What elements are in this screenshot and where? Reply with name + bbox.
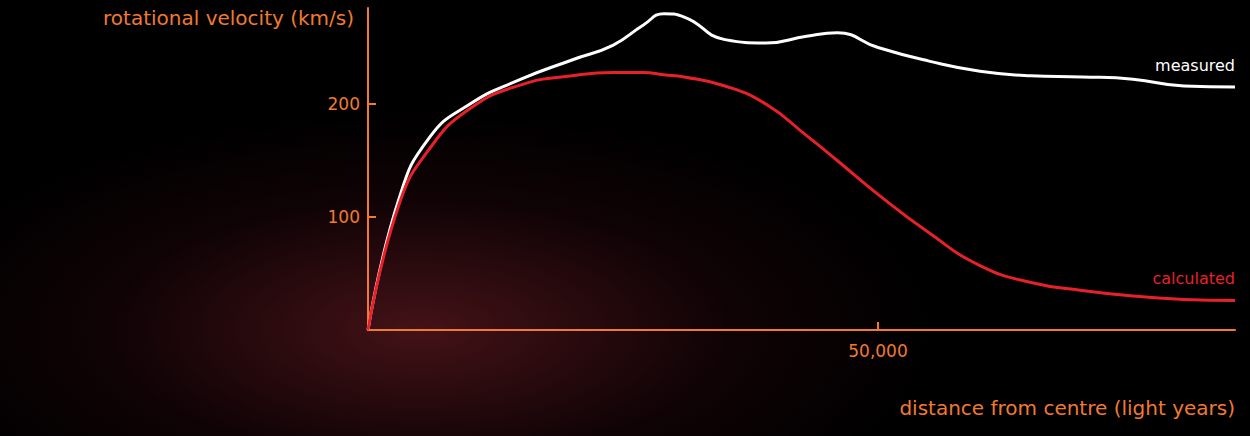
svg-text:200: 200 xyxy=(328,94,360,114)
svg-text:measured: measured xyxy=(1155,56,1235,75)
svg-text:100: 100 xyxy=(328,207,360,227)
svg-text:rotational velocity (km/s): rotational velocity (km/s) xyxy=(103,6,354,30)
svg-text:50,000: 50,000 xyxy=(848,341,907,361)
svg-text:distance from centre (light ye: distance from centre (light years) xyxy=(899,396,1235,420)
svg-text:calculated: calculated xyxy=(1152,269,1235,288)
